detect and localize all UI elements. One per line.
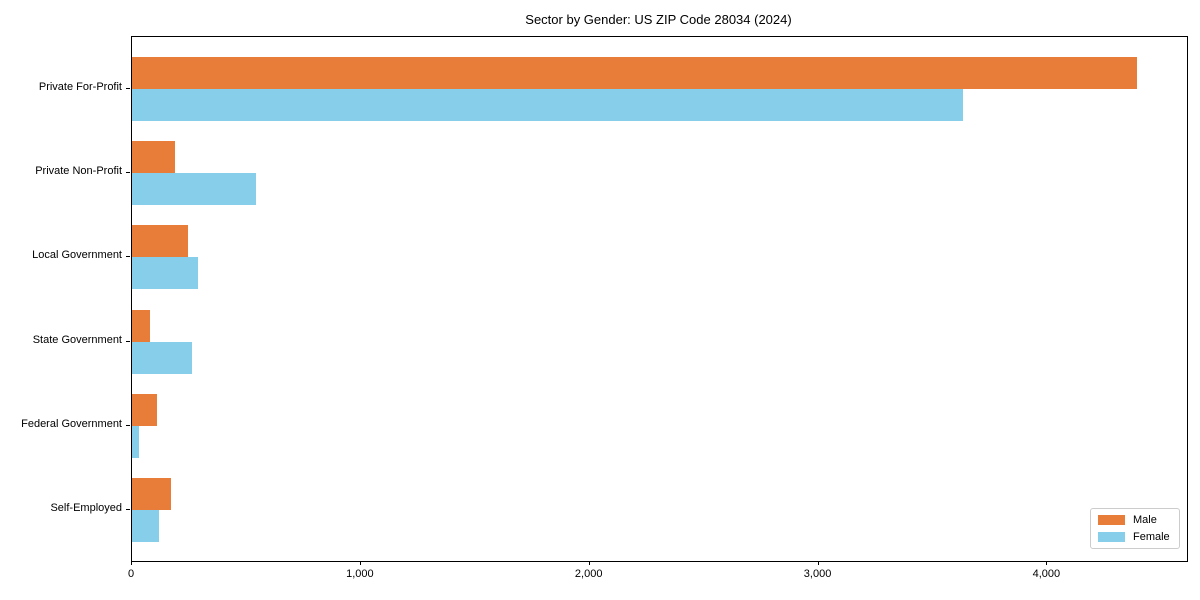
bar-male-private-for-profit: [132, 57, 1137, 89]
legend: Male Female: [1090, 508, 1180, 549]
legend-entry-male: Male: [1098, 514, 1170, 526]
bar-male-private-non-profit: [132, 141, 176, 174]
x-tick-label: 3,000: [803, 568, 832, 580]
y-tick: [126, 424, 130, 426]
y-tick-label: Private For-Profit: [38, 81, 122, 93]
legend-label: Female: [1133, 531, 1170, 543]
bar-male-self-employed: [132, 478, 171, 510]
x-tick: [131, 561, 132, 565]
legend-label: Male: [1133, 514, 1157, 526]
y-tick: [126, 509, 130, 510]
x-tick: [359, 561, 361, 565]
bar-female-private-non-profit: [132, 173, 256, 206]
bar-female-self-employed: [132, 510, 160, 542]
x-tick-label: 4,000: [1032, 568, 1061, 580]
bar-female-private-for-profit: [132, 89, 963, 121]
x-tick-label: 0: [127, 568, 135, 580]
y-tick-label: Private Non-Profit: [35, 165, 122, 178]
y-tick: [126, 172, 130, 174]
bar-female-federal-government: [132, 425, 139, 458]
y-tick-label: Local Government: [32, 249, 122, 262]
y-tick: [126, 88, 130, 89]
y-tick-label: Federal Government: [21, 417, 122, 430]
x-tick: [817, 561, 819, 565]
y-tick-label: Self-Employed: [50, 502, 122, 514]
legend-swatch-female: [1098, 532, 1125, 542]
bar-female-state-government: [132, 341, 192, 374]
bar-male-local-government: [132, 225, 189, 258]
x-tick: [588, 561, 590, 565]
bar-female-local-government: [132, 257, 199, 290]
legend-entry-female: Female: [1098, 531, 1170, 543]
y-tick: [126, 256, 130, 258]
x-tick: [1046, 561, 1048, 565]
plot-area: [131, 36, 1188, 562]
y-tick: [126, 340, 130, 342]
x-tick-label: 1,000: [346, 568, 374, 580]
bar-male-state-government: [132, 309, 151, 342]
x-tick-label: 2,000: [574, 568, 603, 580]
bar-male-federal-government: [132, 393, 158, 426]
y-tick-label: State Government: [32, 333, 122, 346]
legend-swatch-male: [1098, 515, 1125, 525]
chart-title: Sector by Gender: US ZIP Code 28034 (202…: [525, 12, 792, 27]
